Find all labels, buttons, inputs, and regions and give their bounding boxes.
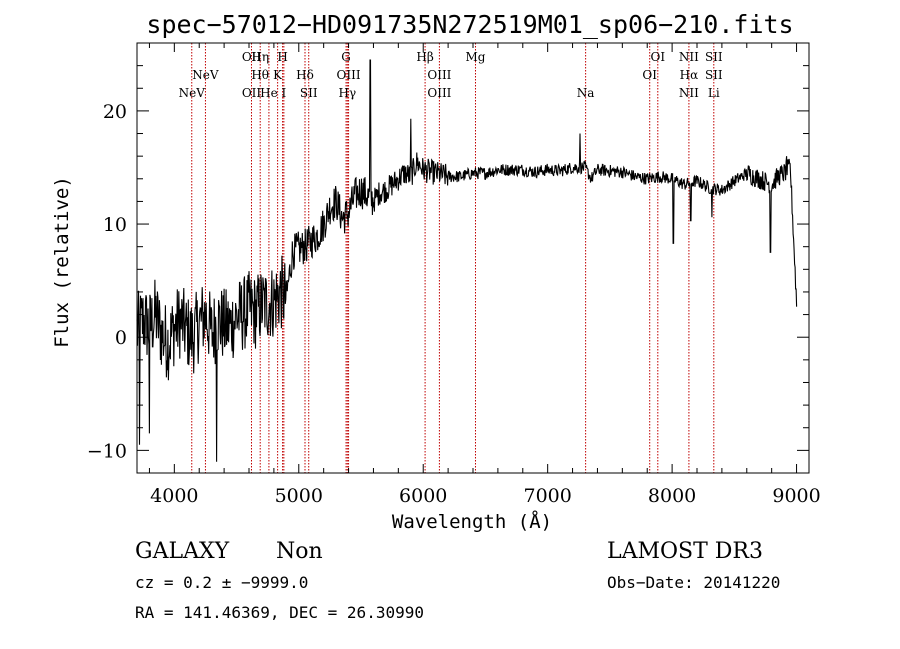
y-tick-label: −10 [87,440,127,462]
line-marker-label: K [273,68,283,82]
line-marker-label: OII [242,50,262,64]
x-tick-label: 8000 [648,485,696,507]
y-axis-label: Flux (relative) [51,176,73,348]
line-marker-label: Hθ [251,68,269,82]
line-marker-label: OI [651,50,666,64]
chart-title: spec−57012−HD091735N272519M01_sp06−210.f… [146,10,793,39]
x-axis-label: Wavelength (Å) [392,510,552,533]
line-marker-label: Hδ [296,68,314,82]
line-marker-label: NeV [179,86,206,100]
obs-date-text: Obs−Date: 20141220 [607,573,780,592]
redshift-text: cz = 0.2 ± −9999.0 [135,573,308,592]
line-marker-label: H [277,50,287,64]
line-marker-label: NeV [192,68,219,82]
line-marker-label: G [341,50,351,64]
ra-dec-text: RA = 141.46369, DEC = 26.30990 [135,603,424,622]
line-marker-label: Mg [466,50,486,64]
x-tick-label: 9000 [772,485,820,507]
line-marker-label: OIII [427,86,451,100]
x-tick-label: 4000 [150,485,198,507]
line-marker-label: SII [705,68,723,82]
y-tick-label: 0 [115,327,127,349]
axis-ticks: 4000 5000 6000 7000 8000 9000 −10 0 10 20 [87,42,821,507]
line-marker-label: I [281,86,286,100]
line-marker-label: SII [300,86,318,100]
line-marker-label: Li [708,86,720,100]
line-marker-label: Hγ [338,86,356,100]
line-marker-label: OIII [427,68,451,82]
object-subclass: Non [276,539,323,564]
line-marker-label: SII [705,50,723,64]
line-marker-label: OIII [337,68,361,82]
line-marker-label: NII [679,86,699,100]
plot-frame [136,42,810,474]
line-marker-label: He [260,86,278,100]
object-class: GALAXY [135,539,230,564]
line-marker-label: Hα [680,68,699,82]
line-label-group: NeVNeVOIIOIIHηHθHeKHIHδSIIGOIIIHγHβOIIIO… [179,50,723,100]
x-tick-label: 6000 [399,485,447,507]
line-marker-label: Hβ [416,50,433,64]
spectrum-line [136,59,798,462]
line-marker-label: Hη [251,50,269,64]
y-tick-label: 20 [103,101,127,123]
line-marker-label: OI [642,68,657,82]
line-marker-group [191,43,715,473]
y-tick-label: 10 [103,214,127,236]
line-marker-label: OII [242,86,262,100]
x-tick-label: 7000 [523,485,571,507]
survey-name: LAMOST DR3 [607,539,763,564]
line-marker-label: NII [679,50,699,64]
line-marker-label: Na [577,86,595,100]
x-tick-label: 5000 [275,485,323,507]
